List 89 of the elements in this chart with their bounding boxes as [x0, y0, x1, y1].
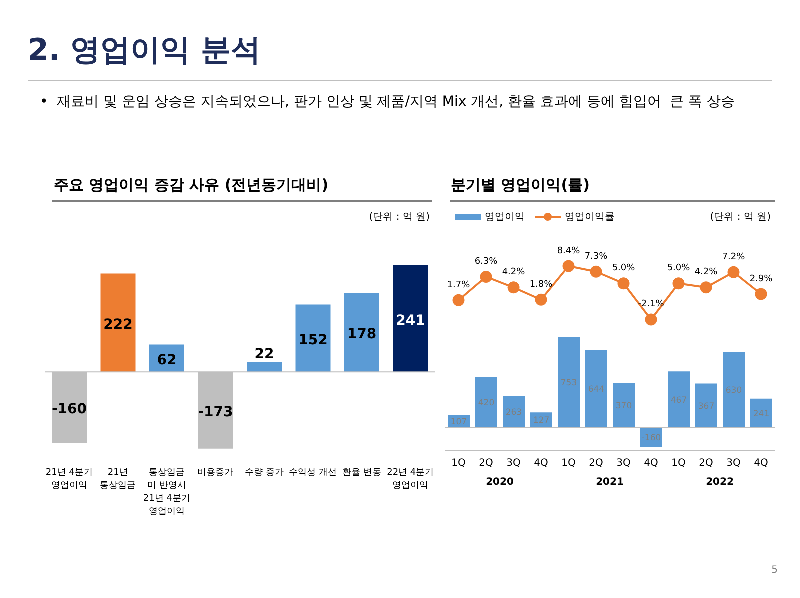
point [700, 282, 712, 294]
x-tick-label: 2Q [589, 458, 604, 470]
text: 5 [772, 565, 778, 576]
bar [247, 362, 282, 372]
legend-label: 영업이익 [484, 211, 525, 224]
data-label: 370 [616, 402, 632, 412]
point [480, 270, 492, 283]
bar [613, 383, 635, 428]
text: 2020 [485, 477, 515, 488]
x-tick-label: 21년 4분기 영업이익 [46, 468, 93, 491]
data-label: 467 [670, 396, 688, 406]
bar [393, 265, 428, 372]
x-tick-label: 4Q [644, 458, 658, 470]
point [618, 278, 630, 290]
x-tick-label: 수량 증가 [244, 468, 284, 478]
point [562, 260, 575, 272]
data-label: 2.9% [750, 274, 774, 284]
text: • 재료비 및 운임 상승은 지속되었으나, 판가 인상 및 제품/지역 Mix 개선, 환율 효과에 등에 힘입어 큰 폭 상승 [40, 93, 736, 111]
x-tick-label: 1Q [672, 458, 686, 470]
data-label: 367 [698, 402, 715, 412]
x-tick-label: 3Q [506, 458, 521, 470]
data-label: -160 [52, 402, 88, 418]
point [645, 314, 658, 326]
point [452, 294, 465, 306]
data-label: 127 [533, 416, 550, 426]
x-tick-label: 환율 변동 [342, 468, 382, 478]
data-label: -160 [642, 434, 662, 444]
chart-title: 주요 영업이익 증감 사유 (전년동기대비) [54, 176, 329, 195]
data-label: 5.0% [612, 264, 636, 274]
bar [100, 274, 136, 372]
point [728, 266, 740, 278]
x-tick-label: 3Q [616, 458, 631, 470]
data-label: 753 [560, 378, 578, 389]
x-tick-label: 21년 통상임금 [100, 468, 136, 491]
bar [723, 352, 745, 428]
point [535, 294, 548, 306]
data-label: 1.8% [530, 280, 554, 290]
point [508, 282, 520, 294]
bar [696, 384, 718, 428]
data-label: -173 [198, 404, 234, 421]
x-tick-label: 4Q [754, 458, 768, 470]
x-tick-label: 4Q [534, 458, 548, 470]
data-label: 178 [347, 326, 377, 343]
bar [586, 350, 608, 428]
legend-label: 영업이익률 [564, 211, 615, 224]
text: 2022 [705, 477, 735, 488]
point [590, 266, 602, 278]
bar [476, 377, 498, 428]
x-tick-label: 비용증가 [198, 468, 234, 478]
bar [750, 398, 772, 428]
x-tick-label: 수익성 개선 [289, 468, 338, 478]
x-tick-label: 1Q [452, 458, 466, 470]
bar [503, 396, 525, 428]
text: 2. 영업이익 분석 [28, 32, 262, 70]
data-label: 222 [104, 316, 133, 333]
data-label: 420 [478, 398, 495, 409]
x-tick-label: 22년 4분기 영업이익 [387, 468, 434, 491]
data-label: 22 [254, 346, 274, 362]
point [672, 278, 685, 290]
text: (단위 : 억 원) [710, 211, 771, 224]
bar [344, 293, 380, 372]
data-label: 7.2% [722, 252, 746, 262]
data-label: 630 [726, 386, 742, 396]
data-label: 62 [157, 352, 177, 368]
data-label: 241 [753, 409, 770, 420]
data-label: 152 [298, 332, 328, 348]
x-tick-label: 2Q [699, 458, 714, 470]
bar [558, 337, 580, 428]
data-label: 7.3% [584, 252, 608, 262]
x-tick-label: 3Q [726, 458, 741, 470]
bar [668, 372, 690, 428]
data-label: 241 [396, 312, 426, 329]
x-tick-label: 통상임금 미 반영시 21년 4분기 영업이익 [143, 468, 190, 517]
data-label: 4.2% [502, 268, 526, 278]
text: (단위 : 억 원) [369, 211, 430, 224]
chart-title: 분기별 영업이익(률) [451, 176, 590, 195]
data-label: 1.7% [447, 280, 471, 290]
data-label: 6.3% [474, 256, 498, 267]
x-tick-label: 1Q [562, 458, 576, 470]
bar [296, 304, 331, 372]
data-label: 5.0% [667, 264, 691, 274]
data-label: 107 [450, 417, 468, 428]
data-label: 644 [588, 385, 605, 396]
text: 2021 [595, 477, 625, 488]
data-label: 4.2% [694, 268, 718, 278]
point [755, 288, 768, 300]
x-tick-label: 2Q [479, 458, 494, 470]
data-label: 263 [506, 408, 522, 418]
data-label: 8.4% [557, 246, 581, 256]
